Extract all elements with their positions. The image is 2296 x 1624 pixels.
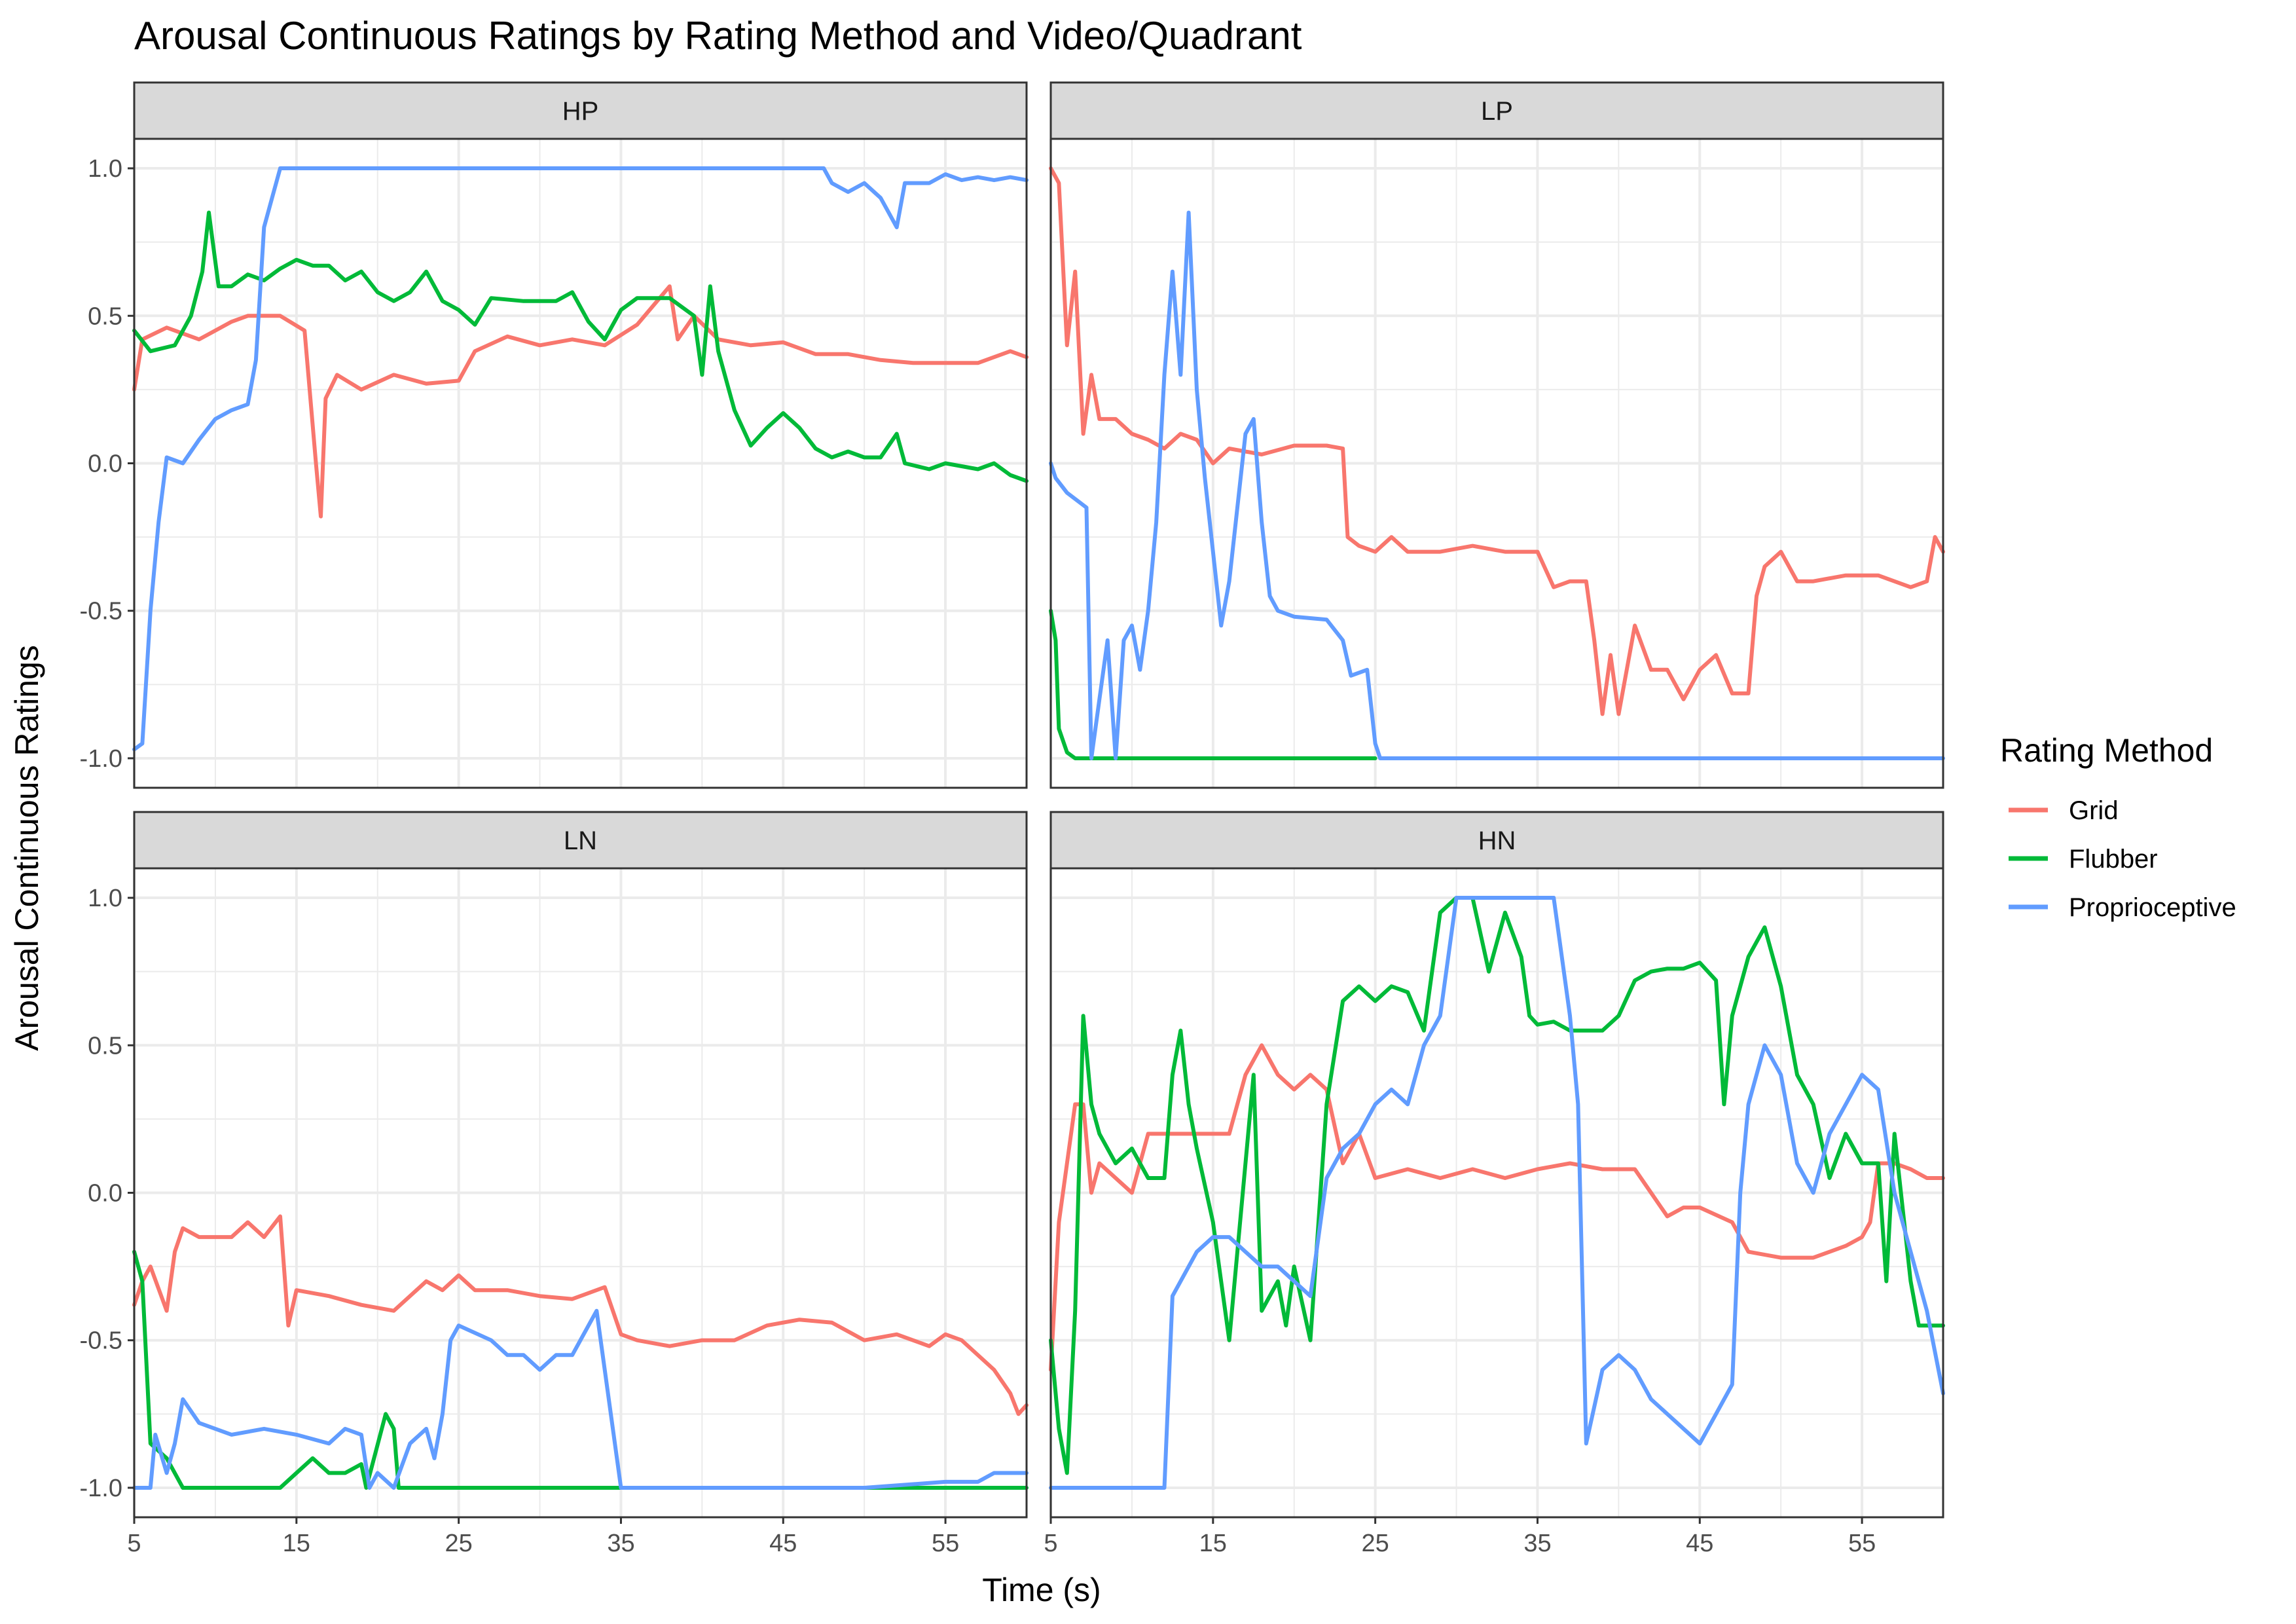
legend-title: Rating Method	[2000, 732, 2213, 769]
series-line-grid	[1049, 166, 1945, 716]
series-line-proprioceptive	[1049, 896, 1945, 1490]
facet-label: HP	[562, 97, 599, 126]
y-tick-label: -1.0	[80, 745, 122, 773]
x-tick-label: 25	[445, 1530, 472, 1557]
series-line-grid	[132, 1214, 1029, 1416]
y-tick-label: 0.0	[88, 451, 122, 478]
facet-label: LP	[1481, 97, 1513, 126]
y-tick-label: 1.0	[88, 155, 122, 183]
x-tick-label: 25	[1361, 1530, 1389, 1557]
series-line-flubber	[132, 210, 1029, 483]
legend-label-grid: Grid	[2069, 796, 2119, 825]
y-tick-label: 0.0	[88, 1180, 122, 1208]
panel-hn: HN 5 15 25 35 45 55	[1044, 811, 1945, 1557]
y-axis-title: Arousal Continuous Ratings	[9, 645, 45, 1051]
legend-items: Grid Flubber Proprioceptive	[2009, 796, 2236, 922]
panel-lp: LP	[1049, 81, 1945, 789]
series-line-proprioceptive	[132, 1308, 1029, 1490]
series-line-proprioceptive	[132, 166, 1029, 752]
series-line-flubber	[1049, 608, 1377, 760]
legend-label-flubber: Flubber	[2069, 845, 2158, 874]
x-tick-label: 5	[1044, 1530, 1057, 1557]
series-line-grid	[1049, 1043, 1945, 1372]
x-tick-label: 35	[1523, 1530, 1551, 1557]
x-tick-label: 55	[1848, 1530, 1876, 1557]
facet-strip	[1049, 81, 1944, 140]
series-line-proprioceptive	[1049, 210, 1945, 760]
y-tick-label: 0.5	[88, 1032, 122, 1060]
legend-label-proprioceptive: Proprioceptive	[2069, 893, 2236, 922]
x-tick-label: 15	[1199, 1530, 1227, 1557]
facet-strip	[133, 811, 1028, 870]
facet-strip	[1049, 811, 1944, 870]
x-tick-label: 15	[283, 1530, 310, 1557]
legend: Rating Method Grid Flubber Proprioceptive	[2000, 732, 2236, 922]
x-tick-label: 5	[127, 1530, 141, 1557]
facet-label: LN	[564, 826, 597, 855]
panels: HP 1.0 0.5 0.0 -0.5 -1.0 LP LN 1.0 0.5 0.0 -0.5 -1.0…	[80, 81, 1945, 1557]
facet-strip	[133, 81, 1028, 140]
facet-label: HN	[1478, 826, 1516, 855]
y-tick-label: -0.5	[80, 1327, 122, 1355]
x-tick-label: 55	[932, 1530, 959, 1557]
y-tick-label: 1.0	[88, 885, 122, 912]
x-tick-label: 35	[607, 1530, 634, 1557]
y-tick-label: -0.5	[80, 598, 122, 625]
x-tick-label: 45	[769, 1530, 797, 1557]
y-tick-label: 0.5	[88, 303, 122, 330]
panel-ln: LN 1.0 0.5 0.0 -0.5 -1.0 5 15 25 35 45 55	[80, 811, 1029, 1557]
chart-title: Arousal Continuous Ratings by Rating Met…	[134, 14, 1302, 58]
panel-hp: HP 1.0 0.5 0.0 -0.5 -1.0	[80, 81, 1029, 789]
x-tick-label: 45	[1686, 1530, 1713, 1557]
series-line-grid	[132, 284, 1029, 519]
x-axis-title: Time (s)	[982, 1572, 1101, 1608]
y-tick-label: -1.0	[80, 1475, 122, 1502]
